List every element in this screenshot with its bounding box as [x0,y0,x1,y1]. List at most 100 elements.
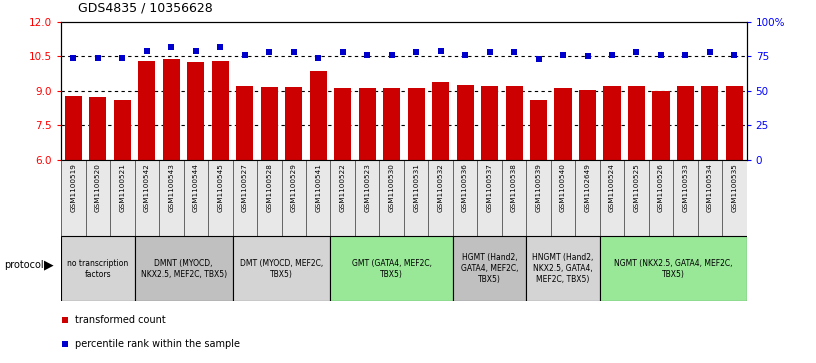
Point [532,56,545,62]
Bar [237,86,253,160]
Bar [358,89,375,160]
Point [263,49,276,55]
Bar [61,236,135,301]
Text: DMT (MYOCD, MEF2C,
TBX5): DMT (MYOCD, MEF2C, TBX5) [240,258,323,279]
Text: no transcription
factors: no transcription factors [67,258,129,279]
Point [728,52,741,58]
Text: DMNT (MYOCD,
NKX2.5, MEF2C, TBX5): DMNT (MYOCD, NKX2.5, MEF2C, TBX5) [140,258,227,279]
Bar [701,86,718,160]
Text: GSM1100538: GSM1100538 [511,163,517,212]
Point [67,55,80,61]
Bar [113,100,131,160]
Text: GSM1100543: GSM1100543 [168,163,175,212]
Text: GSM1100533: GSM1100533 [682,163,689,212]
Bar [453,236,526,301]
Bar [384,89,400,160]
Point [58,317,71,323]
Text: transformed count: transformed count [75,315,166,325]
Point [336,49,349,55]
Text: GSM1100523: GSM1100523 [364,163,370,212]
Bar [579,90,596,160]
Point [287,49,300,55]
Point [508,49,521,55]
Text: NGMT (NKX2.5, GATA4, MEF2C,
TBX5): NGMT (NKX2.5, GATA4, MEF2C, TBX5) [614,258,733,279]
Bar [187,62,204,160]
Point [679,52,692,58]
Point [434,48,447,54]
Text: GSM1100545: GSM1100545 [217,163,224,212]
Point [459,52,472,58]
Point [361,52,374,58]
Text: GSM1100535: GSM1100535 [731,163,738,212]
Text: GSM1100544: GSM1100544 [193,163,199,212]
Text: GSM1100536: GSM1100536 [462,163,468,212]
Text: percentile rank within the sample: percentile rank within the sample [75,339,240,349]
Bar [725,86,743,160]
Text: GMT (GATA4, MEF2C,
TBX5): GMT (GATA4, MEF2C, TBX5) [352,258,432,279]
Point [385,52,398,58]
Text: GSM1100525: GSM1100525 [633,163,640,212]
Text: GDS4835 / 10356628: GDS4835 / 10356628 [78,1,212,15]
Bar [65,97,82,160]
Bar [457,85,473,160]
Text: GSM1100542: GSM1100542 [144,163,150,212]
Text: ▶: ▶ [44,258,54,272]
Point [58,341,71,347]
Bar [162,58,180,160]
Text: GSM1100524: GSM1100524 [609,163,615,212]
Bar [600,236,747,301]
Point [91,55,104,61]
Text: GSM1100527: GSM1100527 [242,163,248,212]
Point [654,52,667,58]
Bar [432,82,449,160]
Text: protocol: protocol [4,260,44,270]
Bar [138,61,155,160]
Text: GSM1100522: GSM1100522 [339,163,346,212]
Text: GSM1100520: GSM1100520 [95,163,101,212]
Bar [628,86,645,160]
Text: GSM1100532: GSM1100532 [437,163,444,212]
Point [581,53,594,59]
Text: HNGMT (Hand2,
NKX2.5, GATA4,
MEF2C, TBX5): HNGMT (Hand2, NKX2.5, GATA4, MEF2C, TBX5… [532,253,594,284]
Text: GSM1100529: GSM1100529 [290,163,297,212]
Bar [603,86,620,160]
Bar [233,236,330,301]
Point [189,48,202,54]
Bar [335,89,351,160]
Point [312,55,325,61]
Bar [652,91,669,160]
Text: GSM1100528: GSM1100528 [266,163,273,212]
Bar [261,87,277,160]
Point [214,44,227,49]
Point [238,52,251,58]
Bar [676,86,694,160]
Bar [309,71,326,160]
Text: GSM1100540: GSM1100540 [560,163,566,212]
Bar [135,236,233,301]
Text: GSM1100539: GSM1100539 [535,163,542,212]
Bar [330,236,453,301]
Point [165,44,178,49]
Text: HGMT (Hand2,
GATA4, MEF2C,
TBX5): HGMT (Hand2, GATA4, MEF2C, TBX5) [461,253,518,284]
Bar [286,87,302,160]
Point [116,55,129,61]
Bar [90,97,106,160]
Point [605,52,619,58]
Bar [530,100,547,160]
Bar [505,86,522,160]
Text: GSM1100537: GSM1100537 [486,163,493,212]
Bar [481,86,498,160]
Text: GSM1100541: GSM1100541 [315,163,322,212]
Point [557,52,570,58]
Bar [211,61,228,160]
Point [630,49,643,55]
Text: GSM1100526: GSM1100526 [658,163,664,212]
Text: GSM1100534: GSM1100534 [707,163,713,212]
Point [483,49,496,55]
Bar [526,236,600,301]
Point [703,49,716,55]
Text: GSM1100530: GSM1100530 [388,163,395,212]
Point [140,48,153,54]
Text: GSM1100521: GSM1100521 [119,163,126,212]
Point [410,49,423,55]
